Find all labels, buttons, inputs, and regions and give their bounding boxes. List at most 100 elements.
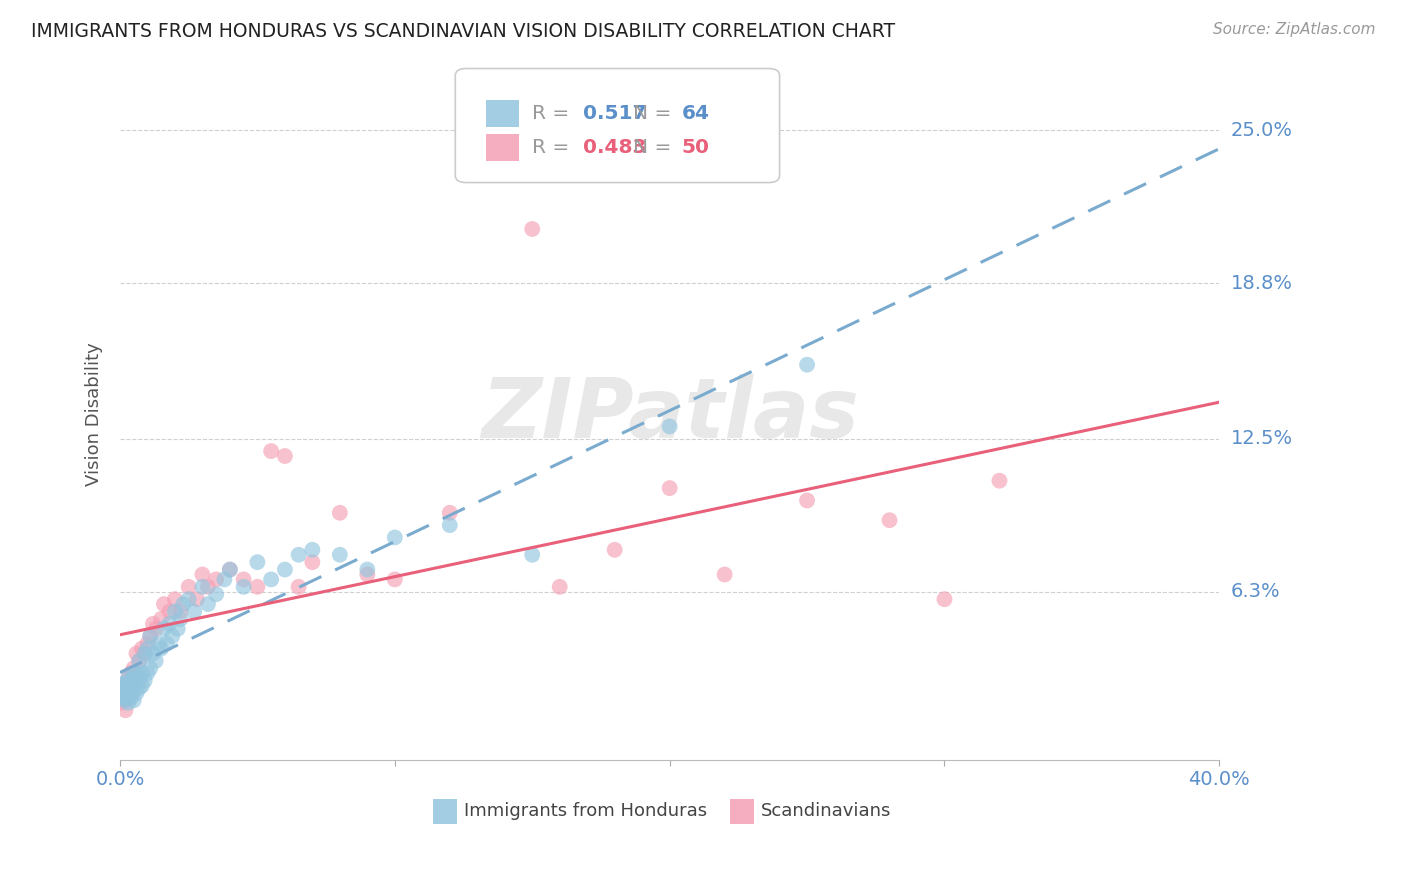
Text: Immigrants from Honduras: Immigrants from Honduras — [464, 803, 707, 821]
Point — [522, 548, 544, 562]
Point — [111, 686, 134, 700]
Point — [274, 563, 297, 577]
Point — [934, 592, 956, 607]
Point — [125, 686, 148, 700]
Point — [159, 605, 181, 619]
Point — [232, 580, 254, 594]
Point — [183, 605, 205, 619]
Point — [114, 693, 136, 707]
Point — [120, 673, 142, 688]
Point — [125, 671, 148, 685]
Point — [169, 605, 191, 619]
Point — [197, 580, 219, 594]
Point — [136, 641, 159, 656]
FancyBboxPatch shape — [730, 799, 754, 824]
Y-axis label: Vision Disability: Vision Disability — [86, 343, 103, 486]
Point — [125, 676, 148, 690]
Point — [120, 666, 142, 681]
Point — [112, 689, 135, 703]
Point — [150, 641, 173, 656]
Point — [177, 580, 200, 594]
FancyBboxPatch shape — [486, 101, 519, 127]
Point — [988, 474, 1011, 488]
Point — [156, 637, 179, 651]
Point — [115, 681, 138, 695]
Point — [439, 518, 461, 533]
Point — [301, 542, 323, 557]
Point — [128, 654, 150, 668]
Point — [287, 548, 309, 562]
Point — [153, 597, 176, 611]
Point — [117, 686, 139, 700]
Point — [145, 654, 167, 668]
Point — [384, 531, 406, 545]
Point — [122, 666, 145, 681]
Point — [658, 481, 681, 495]
Point — [160, 629, 183, 643]
Point — [150, 612, 173, 626]
Point — [145, 622, 167, 636]
Point — [796, 493, 818, 508]
Text: N =: N = — [633, 138, 678, 157]
Point — [274, 449, 297, 463]
Point — [111, 686, 134, 700]
Text: Scandinavians: Scandinavians — [761, 803, 891, 821]
Point — [166, 622, 188, 636]
Point — [131, 679, 153, 693]
Point — [134, 673, 156, 688]
Point — [191, 580, 214, 594]
Point — [879, 513, 901, 527]
Point — [128, 654, 150, 668]
Point — [658, 419, 681, 434]
Point — [260, 573, 283, 587]
Point — [205, 587, 228, 601]
Text: 6.3%: 6.3% — [1230, 582, 1279, 601]
Point — [172, 597, 194, 611]
Point — [177, 592, 200, 607]
Point — [356, 567, 378, 582]
Text: R =: R = — [533, 104, 576, 123]
Point — [114, 703, 136, 717]
Text: N =: N = — [633, 104, 678, 123]
Point — [128, 681, 150, 695]
Point — [163, 605, 186, 619]
Point — [214, 573, 236, 587]
Point — [287, 580, 309, 594]
Point — [219, 563, 242, 577]
Text: IMMIGRANTS FROM HONDURAS VS SCANDINAVIAN VISION DISABILITY CORRELATION CHART: IMMIGRANTS FROM HONDURAS VS SCANDINAVIAN… — [31, 22, 896, 41]
FancyBboxPatch shape — [486, 135, 519, 161]
Point — [117, 671, 139, 685]
Point — [139, 629, 162, 643]
Point — [131, 641, 153, 656]
Point — [205, 573, 228, 587]
Point — [384, 573, 406, 587]
Point — [122, 679, 145, 693]
Point — [134, 647, 156, 661]
Point — [186, 592, 208, 607]
Point — [120, 690, 142, 705]
Point — [117, 671, 139, 685]
Point — [246, 555, 269, 569]
Point — [301, 555, 323, 569]
Point — [122, 693, 145, 707]
Point — [356, 563, 378, 577]
Point — [197, 597, 219, 611]
Text: 0.483: 0.483 — [583, 138, 647, 157]
Point — [439, 506, 461, 520]
Point — [329, 506, 352, 520]
Text: 64: 64 — [682, 104, 710, 123]
Point — [120, 681, 142, 695]
Point — [125, 647, 148, 661]
Point — [246, 580, 269, 594]
Point — [120, 686, 142, 700]
Point — [114, 683, 136, 698]
Point — [112, 690, 135, 705]
Point — [114, 679, 136, 693]
Text: 18.8%: 18.8% — [1230, 274, 1292, 293]
Point — [713, 567, 735, 582]
Point — [134, 647, 156, 661]
Point — [142, 647, 165, 661]
Point — [142, 616, 165, 631]
Point — [522, 222, 544, 236]
Point — [122, 661, 145, 675]
